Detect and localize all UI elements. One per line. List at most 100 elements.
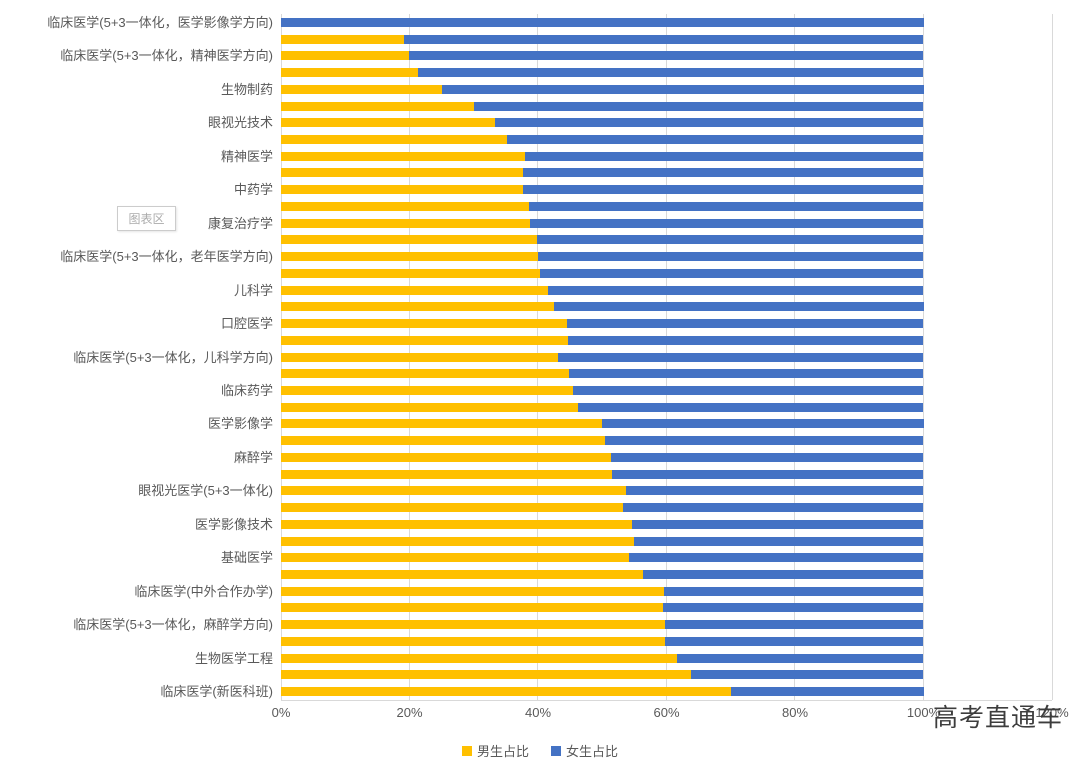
bar-row: [281, 620, 1052, 630]
bar-female-segment[interactable]: [494, 118, 924, 128]
bar-male-segment[interactable]: [281, 586, 664, 596]
bar-row: [281, 252, 1052, 262]
x-axis[interactable]: 0% 20% 40% 60% 80% 100% 120%: [0, 705, 1080, 723]
bar-female-segment[interactable]: [547, 285, 924, 295]
category-label: 临床医学(5+3一体化，老年医学方向): [60, 249, 273, 265]
bar-female-segment[interactable]: [690, 670, 924, 680]
bar-female-segment[interactable]: [610, 452, 924, 462]
bar-female-segment[interactable]: [568, 335, 924, 345]
bar-female-segment[interactable]: [529, 201, 924, 211]
bar-female-segment[interactable]: [523, 168, 924, 178]
bar-male-segment[interactable]: [281, 118, 495, 128]
legend-item-female[interactable]: 女生占比: [551, 741, 618, 760]
bar-male-segment[interactable]: [281, 302, 555, 312]
bar-male-segment[interactable]: [281, 285, 548, 295]
bar-row: [281, 151, 1052, 161]
bar-male-segment[interactable]: [281, 469, 612, 479]
bar-female-segment[interactable]: [441, 84, 924, 94]
bar-male-segment[interactable]: [281, 319, 567, 329]
bar-male-segment[interactable]: [281, 603, 664, 613]
category-label: 生物医学工程: [194, 650, 273, 666]
bar-row: [281, 34, 1052, 44]
bar-female-segment[interactable]: [664, 636, 924, 646]
bar-male-segment[interactable]: [281, 536, 634, 546]
bar-female-segment[interactable]: [530, 218, 924, 228]
bar-male-segment[interactable]: [281, 402, 579, 412]
bar-male-segment[interactable]: [281, 101, 475, 111]
bar-male-segment[interactable]: [281, 34, 404, 44]
bar-male-segment[interactable]: [281, 670, 691, 680]
bar-male-segment[interactable]: [281, 503, 623, 513]
bar-female-segment[interactable]: [572, 385, 924, 395]
bar-row: [281, 17, 1052, 27]
bar-male-segment[interactable]: [281, 352, 558, 362]
bar-female-segment[interactable]: [557, 352, 924, 362]
category-axis[interactable]: 临床医学(5+3一体化，医学影像学方向) 临床医学(5+3一体化，精神医学方向) 生…: [0, 14, 273, 700]
bar-male-segment[interactable]: [281, 51, 410, 61]
bar-male-segment[interactable]: [281, 218, 531, 228]
bar-row: [281, 268, 1052, 278]
bar-male-segment[interactable]: [281, 452, 611, 462]
bar-female-segment[interactable]: [663, 603, 924, 613]
bar-female-segment[interactable]: [539, 268, 924, 278]
plot-area[interactable]: [280, 14, 1053, 701]
bar-female-segment[interactable]: [281, 17, 924, 27]
bar-male-segment[interactable]: [281, 201, 529, 211]
category-label: 眼视光技术: [207, 115, 273, 131]
bar-female-segment[interactable]: [523, 185, 924, 195]
bar-female-segment[interactable]: [525, 151, 924, 161]
bar-male-segment[interactable]: [281, 235, 538, 245]
bar-male-segment[interactable]: [281, 486, 627, 496]
bar-male-segment[interactable]: [281, 369, 570, 379]
bar-male-segment[interactable]: [281, 268, 540, 278]
bar-female-segment[interactable]: [403, 34, 924, 44]
legend-swatch: [461, 745, 472, 756]
bar-female-segment[interactable]: [507, 134, 924, 144]
bar-male-segment[interactable]: [281, 553, 629, 563]
bar-male-segment[interactable]: [281, 168, 524, 178]
bar-male-segment[interactable]: [281, 151, 526, 161]
bar-male-segment[interactable]: [281, 436, 606, 446]
bar-male-segment[interactable]: [281, 335, 569, 345]
bar-female-segment[interactable]: [605, 436, 924, 446]
bar-male-segment[interactable]: [281, 519, 633, 529]
bar-male-segment[interactable]: [281, 385, 573, 395]
bar-male-segment[interactable]: [281, 687, 731, 697]
bar-female-segment[interactable]: [628, 553, 924, 563]
bar-male-segment[interactable]: [281, 134, 508, 144]
bar-male-segment[interactable]: [281, 84, 442, 94]
bar-female-segment[interactable]: [622, 503, 924, 513]
bar-female-segment[interactable]: [418, 68, 924, 78]
bar-male-segment[interactable]: [281, 570, 644, 579]
bar-female-segment[interactable]: [633, 536, 924, 546]
bar-row: [281, 235, 1052, 245]
bar-female-segment[interactable]: [677, 653, 924, 663]
bar-female-segment[interactable]: [537, 235, 924, 245]
bar-female-segment[interactable]: [665, 620, 924, 630]
bar-male-segment[interactable]: [281, 185, 524, 195]
bar-female-segment[interactable]: [632, 519, 924, 529]
bar-female-segment[interactable]: [554, 302, 924, 312]
bar-female-segment[interactable]: [730, 687, 924, 697]
legend-item-male[interactable]: 男生占比: [461, 741, 529, 760]
bar-female-segment[interactable]: [643, 570, 924, 579]
bar-male-segment[interactable]: [281, 653, 678, 663]
bar-female-segment[interactable]: [578, 402, 924, 412]
x-tick-label: 20%: [396, 705, 423, 720]
bar-male-segment[interactable]: [281, 419, 603, 429]
bar-male-segment[interactable]: [281, 636, 665, 646]
bar-female-segment[interactable]: [626, 486, 924, 496]
bar-male-segment[interactable]: [281, 252, 538, 262]
bar-female-segment[interactable]: [566, 319, 924, 329]
bar-female-segment[interactable]: [602, 419, 924, 429]
bar-female-segment[interactable]: [474, 101, 924, 111]
bar-male-segment[interactable]: [281, 620, 666, 630]
legend[interactable]: 男生占比 女生占比: [0, 741, 1080, 760]
bar-female-segment[interactable]: [409, 51, 924, 61]
bar-female-segment[interactable]: [663, 586, 924, 596]
bar-male-segment[interactable]: [281, 68, 419, 78]
bar-female-segment[interactable]: [537, 252, 924, 262]
bar-female-segment[interactable]: [611, 469, 924, 479]
bar-female-segment[interactable]: [569, 369, 924, 379]
